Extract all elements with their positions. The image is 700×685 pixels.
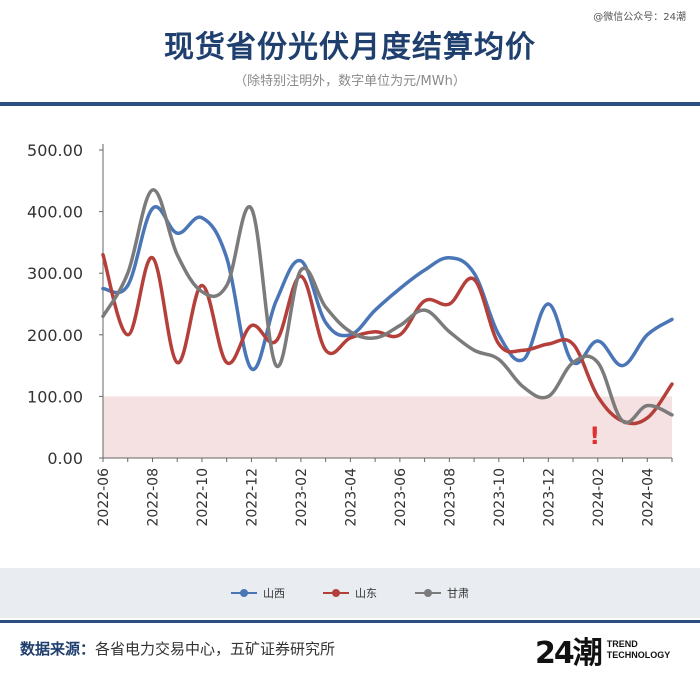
y-tick-label: 200.00: [27, 326, 83, 345]
line-chart: 0.00 100.00 200.00 300.00 400.00 500.00 2022-0…: [27, 141, 674, 527]
y-tick-label: 400.00: [27, 203, 83, 222]
logo-text: TREND TECHNOLOGY: [607, 639, 671, 661]
footer-divider: [0, 620, 700, 623]
brand-logo: 24潮 TREND TECHNOLOGY: [535, 628, 670, 672]
legend-label: 山东: [355, 587, 377, 600]
legend-item-shandong: 山东: [323, 585, 377, 601]
x-tick-label: 2024-02: [591, 468, 607, 527]
x-tick-label: 2023-04: [343, 468, 359, 527]
series-line-1: [101, 252, 674, 426]
y-tick-label: 0.00: [47, 449, 83, 468]
x-tick-label: 2023-02: [294, 468, 310, 527]
legend-swatch-icon: [231, 587, 257, 599]
x-tick-label: 2022-08: [145, 468, 161, 527]
series-line-2: [101, 188, 674, 425]
legend-item-shanxi: 山西: [231, 585, 285, 601]
y-tick-label: 300.00: [27, 264, 83, 283]
legend-item-gansu: 甘肃: [415, 585, 469, 601]
chart-subtitle: （除特别注明外，数字单位为元/MWh）: [234, 74, 466, 89]
data-source: 数据来源：各省电力交易中心，五矿证券研究所: [20, 638, 335, 659]
x-tick-label: 2023-08: [442, 468, 458, 527]
y-tick-label: 500.00: [27, 141, 83, 160]
series-line-0: [101, 205, 674, 371]
logo-line1: TREND: [606, 639, 638, 649]
legend-swatch-icon: [415, 587, 441, 599]
x-tick-label: 2022-06: [96, 468, 112, 527]
source-label: 数据来源：: [20, 640, 96, 658]
legend: 山西 山东 甘肃: [0, 568, 700, 618]
legend-label: 甘肃: [447, 587, 469, 600]
watermark: @微信公众号：24潮: [593, 12, 686, 23]
x-tick-label: 2023-10: [492, 468, 508, 527]
legend-swatch-icon: [323, 587, 349, 599]
legend-label: 山西: [263, 587, 285, 600]
x-tick-label: 2022-12: [244, 468, 260, 527]
highlight-band: [103, 396, 672, 458]
annotation-exclamation: !: [589, 422, 600, 450]
header-divider: [0, 102, 700, 106]
x-tick-label: 2023-06: [393, 468, 409, 527]
logo-mark: 24潮: [535, 636, 603, 671]
chart-title: 现货省份光伏月度结算均价: [164, 30, 536, 65]
source-text: 各省电力交易中心，五矿证券研究所: [95, 640, 336, 658]
y-tick-label: 100.00: [27, 387, 83, 406]
x-tick-label: 2023-12: [541, 468, 557, 527]
x-tick-label: 2024-04: [640, 468, 656, 527]
logo-line2: TECHNOLOGY: [606, 650, 671, 660]
x-tick-label: 2022-10: [195, 468, 211, 527]
